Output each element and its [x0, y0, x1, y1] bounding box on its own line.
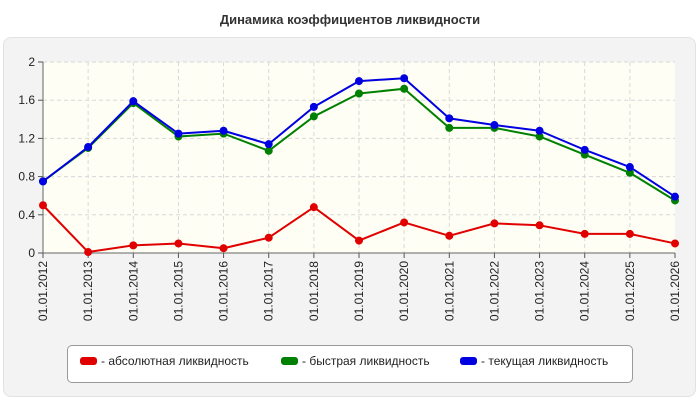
data-point	[264, 233, 273, 242]
data-point	[580, 229, 589, 238]
data-point	[355, 89, 363, 98]
data-point	[264, 140, 273, 149]
data-point	[309, 102, 318, 111]
data-point	[39, 177, 47, 186]
x-tick-label: 01.01.2023	[533, 261, 547, 321]
x-tick-label: 01.01.2018	[307, 261, 321, 321]
data-point	[355, 77, 363, 86]
y-tick-label: 0.4	[18, 208, 35, 222]
data-point	[445, 114, 454, 123]
x-tick-label: 01.01.2021	[442, 261, 456, 321]
legend-swatch-quick	[281, 357, 298, 365]
x-tick-label: 01.01.2015	[171, 261, 185, 321]
legend-item-current: - текущая ликвидность	[460, 354, 608, 368]
data-point	[535, 126, 544, 135]
legend-item-absolute: - абсолютная ликвидность	[80, 354, 249, 368]
data-point	[445, 123, 454, 132]
x-tick-label: 01.01.2017	[262, 261, 276, 321]
data-point	[129, 97, 138, 106]
x-tick-label: 01.01.2014	[126, 261, 140, 321]
data-point	[535, 221, 544, 230]
data-point	[174, 129, 183, 138]
x-tick-label: 01.01.2019	[352, 261, 366, 321]
y-tick-label: 1.2	[18, 131, 35, 145]
data-point	[84, 248, 93, 257]
legend-label-quick: - быстрая ликвидность	[302, 354, 430, 368]
x-tick-label: 01.01.2024	[578, 261, 592, 321]
legend-swatch-current	[460, 357, 477, 365]
data-point	[400, 84, 409, 93]
data-point	[219, 244, 228, 253]
data-point	[355, 236, 363, 245]
x-tick-label: 01.01.2013	[81, 261, 95, 321]
data-point	[400, 74, 409, 83]
data-point	[129, 241, 138, 250]
legend-swatch-absolute	[80, 357, 97, 365]
data-point	[400, 218, 409, 227]
data-point	[84, 142, 93, 151]
x-tick-label: 01.01.2012	[36, 261, 50, 321]
data-point	[309, 203, 318, 212]
x-tick-label: 01.01.2020	[397, 261, 411, 321]
data-point	[174, 239, 183, 248]
data-point	[671, 192, 679, 201]
data-point	[625, 163, 634, 172]
data-point	[219, 126, 228, 135]
legend-label-absolute: - абсолютная ликвидность	[101, 354, 249, 368]
y-tick-label: 0.8	[18, 170, 35, 184]
data-point	[580, 145, 589, 154]
data-point	[671, 239, 679, 248]
data-point	[625, 229, 634, 238]
legend-label-current: - текущая ликвидность	[481, 354, 609, 368]
x-tick-label: 01.01.2025	[623, 261, 637, 321]
y-tick-label: 2	[28, 55, 35, 69]
data-point	[309, 112, 318, 121]
y-tick-label: 1.6	[18, 93, 35, 107]
data-point	[445, 231, 454, 240]
data-point	[490, 121, 499, 130]
chart-title: Динамика коэффициентов ликвидности	[219, 12, 481, 27]
x-tick-label: 01.01.2022	[487, 261, 501, 321]
legend-item-quick: - быстрая ликвидность	[281, 354, 430, 368]
chart-legend: - абсолютная ликвидность - быстрая ликви…	[67, 345, 633, 383]
data-point	[39, 201, 47, 210]
y-tick-label: 0	[28, 246, 35, 260]
data-point	[490, 219, 499, 228]
data-point	[264, 146, 273, 155]
x-tick-label: 01.01.2026	[668, 261, 682, 321]
x-tick-label: 01.01.2016	[217, 261, 231, 321]
